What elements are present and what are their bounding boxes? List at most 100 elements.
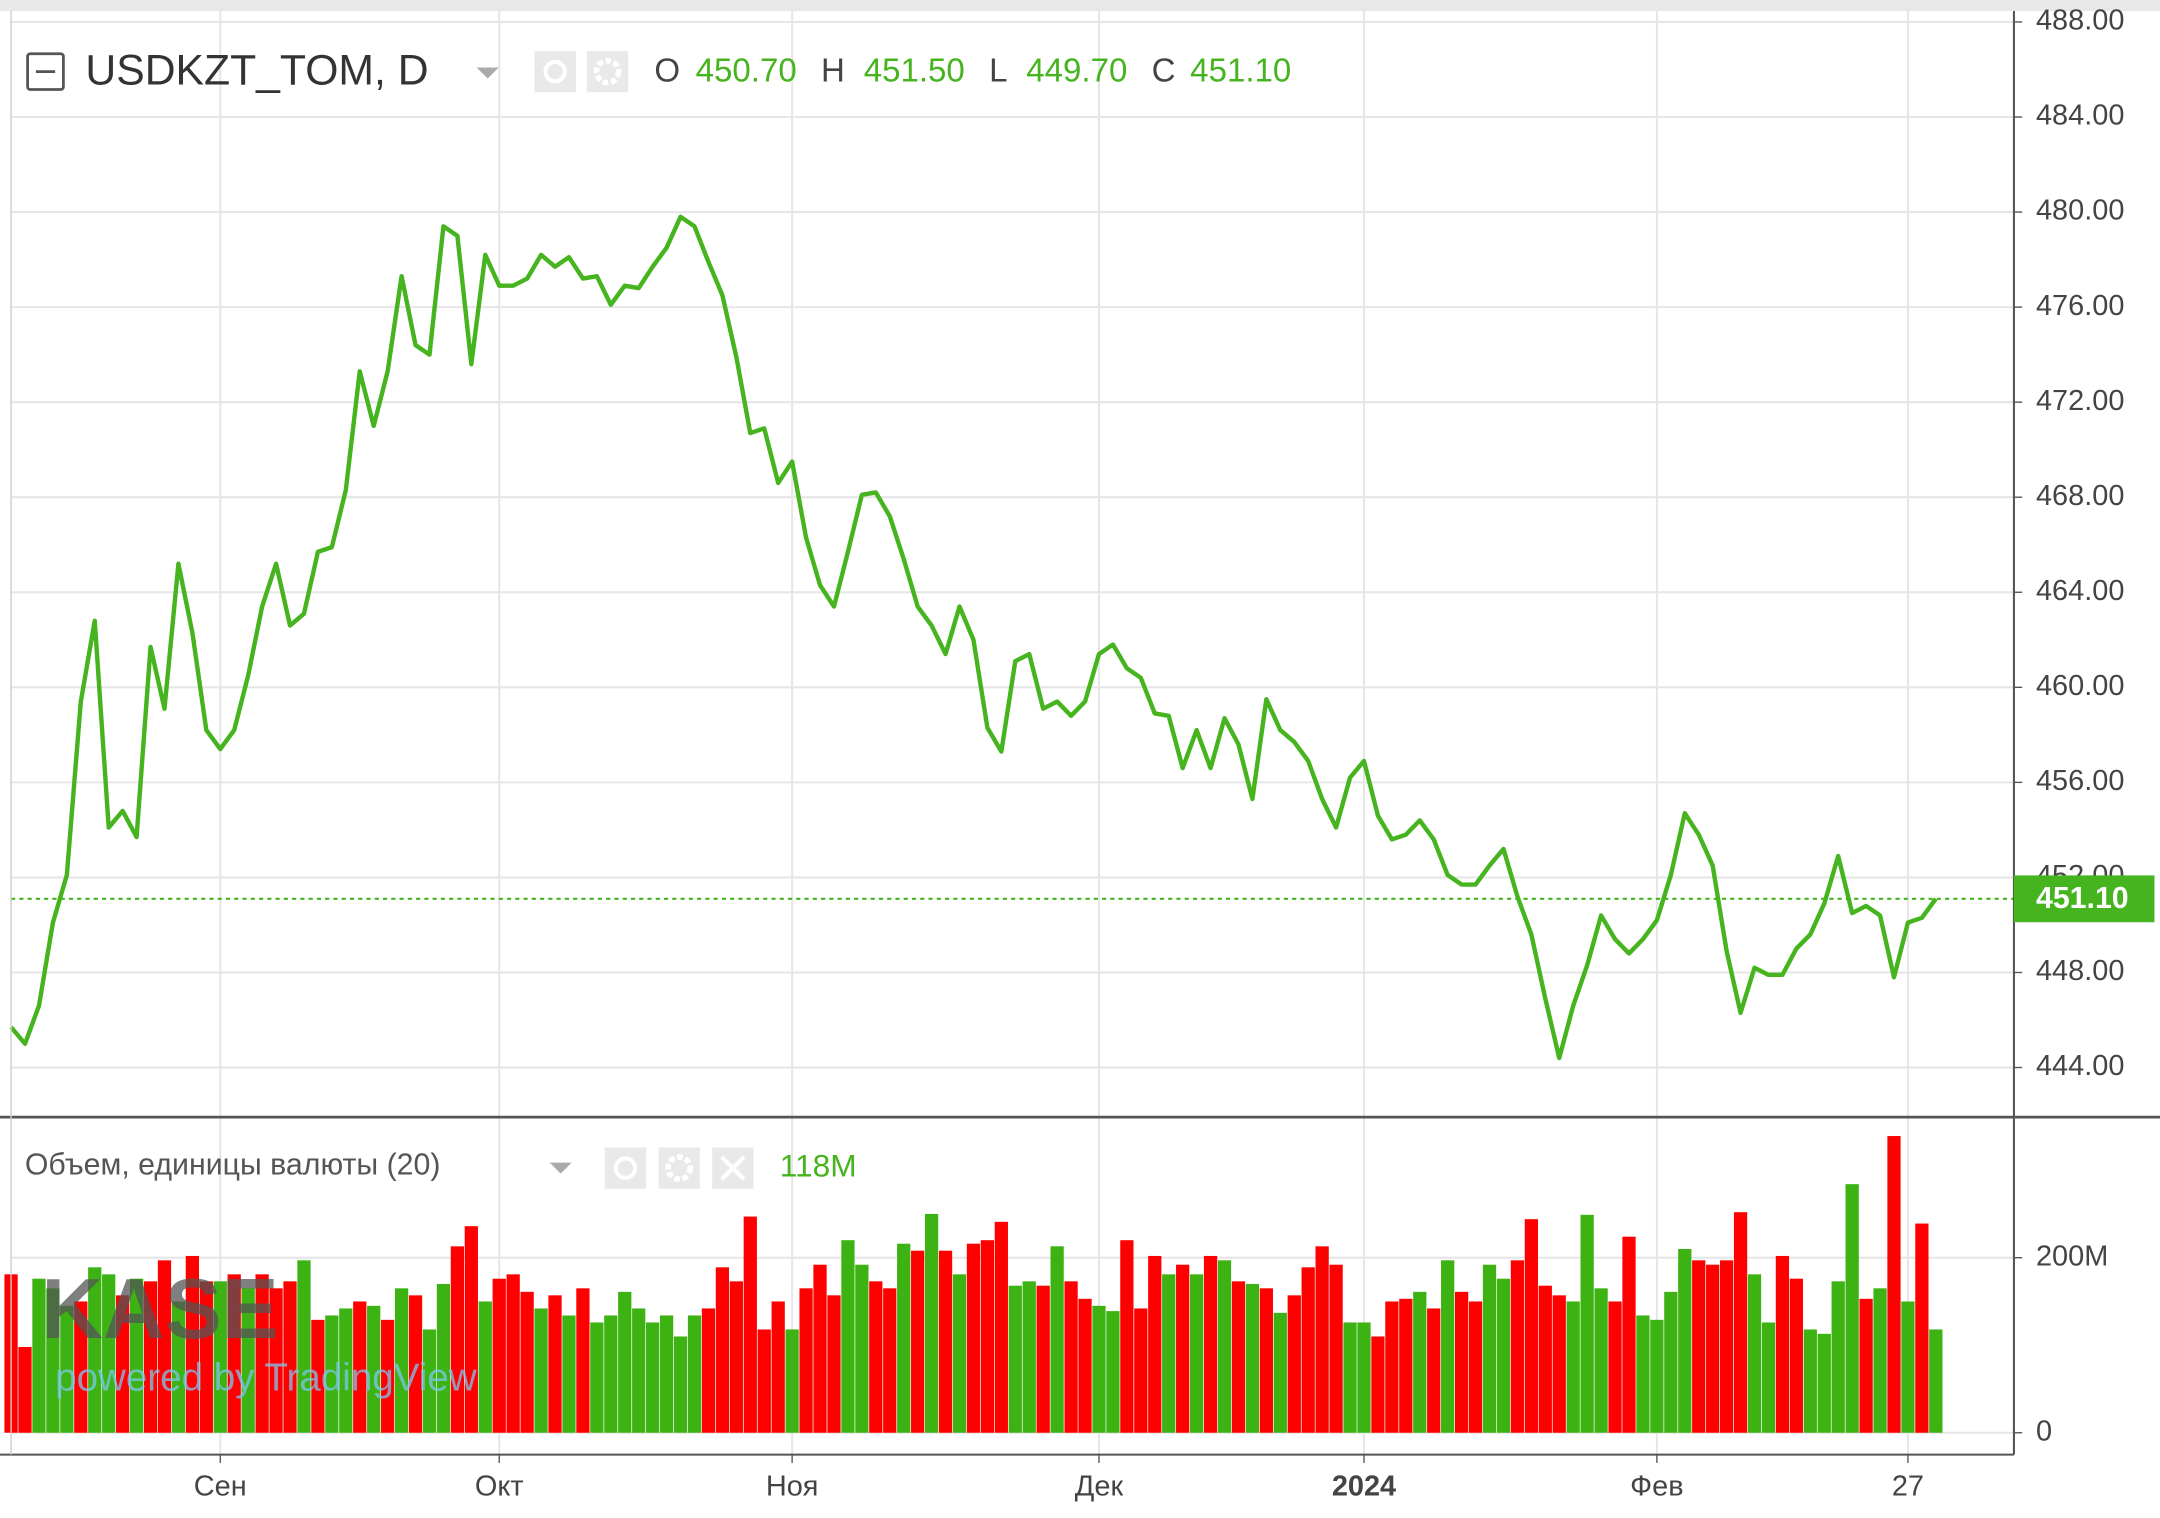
volume-eye-button[interactable]	[604, 1147, 647, 1189]
volume-bar	[1859, 1298, 1873, 1433]
ohlc-key: C	[1152, 53, 1176, 90]
volume-bar	[1747, 1274, 1762, 1433]
volume-bar	[1817, 1333, 1831, 1433]
volume-bar	[1315, 1246, 1329, 1433]
volume-bar	[269, 1288, 283, 1433]
volume-bar	[311, 1319, 325, 1433]
x-tick-label: Ноя	[766, 1470, 819, 1502]
y-tick-label: 484.00	[2036, 100, 2124, 132]
volume-bar	[297, 1260, 311, 1433]
price-line	[9, 214, 1938, 1061]
y-tick-label: 460.00	[2036, 670, 2124, 702]
y-tick-label: 456.00	[2036, 765, 2124, 797]
volume-bar	[604, 1315, 618, 1433]
volume-last-value: 118M	[780, 1147, 857, 1183]
x-tick-label: 2024	[1332, 1470, 1396, 1502]
volume-bar	[478, 1301, 492, 1433]
volume-dropdown[interactable]	[549, 1162, 572, 1174]
volume-bar	[1678, 1248, 1692, 1433]
volume-gear-icon	[665, 1154, 693, 1182]
volume-bar	[911, 1250, 925, 1433]
symbol-dropdown[interactable]	[476, 67, 499, 79]
volume-bar	[464, 1226, 478, 1433]
y-tick-label: 468.00	[2036, 480, 2124, 512]
volume-bar	[1092, 1305, 1106, 1433]
volume-bar	[339, 1308, 353, 1433]
volume-bar	[325, 1315, 339, 1433]
volume-bar	[213, 1281, 227, 1433]
volume-bar	[1064, 1281, 1078, 1433]
ohlc-key: L	[989, 53, 1007, 90]
volume-bar	[548, 1295, 562, 1433]
eye-button[interactable]	[534, 50, 576, 93]
volume-bar	[171, 1301, 186, 1433]
volume-bar	[353, 1301, 367, 1433]
volume-bar	[785, 1329, 799, 1433]
settings-button[interactable]	[586, 50, 629, 93]
volume-bar	[32, 1278, 46, 1433]
volume-bar	[1134, 1308, 1148, 1433]
volume-bar	[813, 1264, 827, 1433]
ohlc-value: 451.50	[864, 53, 965, 90]
y-tick-label: 464.00	[2036, 575, 2124, 607]
volume-bar	[1594, 1288, 1608, 1433]
volume-bar	[1831, 1281, 1845, 1433]
volume-bar	[1217, 1260, 1232, 1433]
top-strip	[0, 0, 2160, 12]
ohlc-key: H	[821, 53, 845, 90]
volume-bar	[1106, 1311, 1120, 1433]
volume-bar	[1385, 1301, 1399, 1433]
volume-bar	[1929, 1329, 1943, 1433]
volume-bar	[1566, 1301, 1580, 1433]
volume-bar	[1399, 1298, 1413, 1433]
volume-bar	[1510, 1260, 1525, 1433]
volume-bar	[1022, 1281, 1036, 1433]
y-tick-label: 448.00	[2036, 955, 2124, 987]
volume-bar	[1733, 1212, 1748, 1433]
volume-bar	[199, 1281, 213, 1433]
volume-bar	[74, 1301, 88, 1433]
volume-bar	[18, 1346, 32, 1433]
volume-bar	[715, 1267, 730, 1433]
volume-bar	[1120, 1240, 1134, 1433]
volume-bar	[980, 1240, 995, 1433]
volume-bar	[1148, 1255, 1162, 1433]
volume-bar	[492, 1278, 506, 1433]
volume-bar	[129, 1278, 144, 1433]
volume-bar	[436, 1283, 451, 1433]
volume-bar	[771, 1301, 785, 1433]
collapse-button[interactable]	[26, 52, 65, 91]
volume-bar	[938, 1250, 953, 1433]
volume-bar	[562, 1315, 576, 1433]
volume-title: Объем, единицы валюты (20)	[25, 1149, 441, 1182]
volume-bar	[1803, 1329, 1817, 1433]
volume-bar	[520, 1291, 534, 1433]
volume-bar	[1231, 1281, 1246, 1433]
volume-bar	[1008, 1285, 1022, 1433]
volume-bar	[1650, 1319, 1664, 1433]
volume-bar	[1468, 1301, 1483, 1433]
volume-bar	[1719, 1260, 1734, 1433]
volume-settings-button[interactable]	[658, 1147, 700, 1189]
volume-bar	[46, 1288, 60, 1433]
volume-bar	[394, 1288, 409, 1433]
volume-bar	[1162, 1274, 1176, 1433]
volume-eye-icon	[613, 1156, 638, 1180]
x-tick-label: Фев	[1630, 1470, 1683, 1502]
last-price-box	[2013, 875, 2155, 923]
y-tick-label: 472.00	[2036, 385, 2124, 417]
volume-bar	[869, 1281, 883, 1433]
volume-bar	[757, 1329, 771, 1433]
ohlc-legend: O 450.70 H 451.50 L 449.70 C 451.10	[654, 53, 1291, 90]
ohlc-key: O	[654, 53, 680, 90]
volume-bar	[897, 1243, 911, 1433]
volume-bar	[534, 1308, 548, 1433]
volume-bar	[408, 1295, 423, 1433]
volume-bar	[1580, 1214, 1594, 1433]
volume-bar	[966, 1243, 981, 1433]
volume-bar	[283, 1281, 297, 1433]
volume-bar	[1301, 1267, 1315, 1433]
y-tick-label: 480.00	[2036, 195, 2124, 227]
